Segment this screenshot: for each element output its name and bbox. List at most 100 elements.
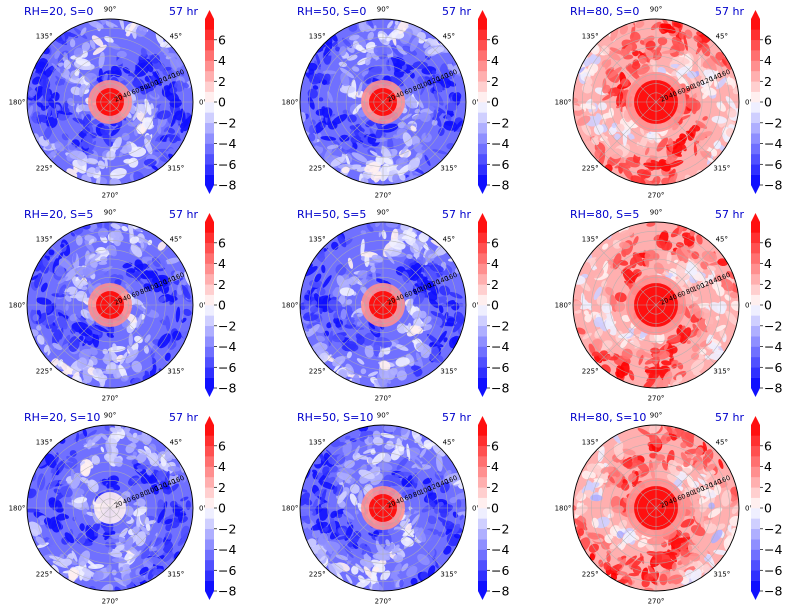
grid-spoke — [597, 304, 657, 364]
colorbar-tick-label: −4 — [491, 136, 509, 151]
field-cell — [621, 348, 633, 360]
field-cell — [712, 279, 722, 290]
field-cell — [596, 295, 608, 307]
colorbar-bin — [478, 174, 487, 186]
panel-title: RH=20, S=0 — [24, 5, 93, 18]
field-cell — [676, 374, 683, 383]
colorbar-bin — [205, 539, 214, 550]
panel-time: 57 hr — [442, 208, 471, 221]
colorbar-bin — [751, 549, 760, 561]
field-cell — [311, 342, 328, 353]
grid-spoke — [324, 101, 384, 161]
field-cell — [407, 475, 413, 483]
colorbar-extend-max — [478, 416, 487, 425]
field-cell — [129, 550, 142, 564]
field-cell — [35, 312, 48, 325]
colorbar-bin — [751, 487, 760, 498]
field-cell — [149, 53, 160, 64]
field-cell — [67, 97, 75, 106]
angle-label: 315° — [167, 570, 184, 578]
colorbar-bin — [205, 528, 214, 540]
colorbar-bin — [478, 50, 487, 61]
colorbar-tick-label: −8 — [491, 381, 509, 396]
field-cell — [182, 308, 192, 316]
field-cell — [415, 352, 424, 368]
field-cell — [696, 329, 702, 338]
field-cell — [631, 61, 641, 70]
field-cell — [308, 73, 321, 85]
colorbar-bin — [205, 19, 214, 30]
field-cell — [86, 429, 97, 438]
colorbar-bin — [478, 242, 487, 254]
field-cell — [346, 317, 355, 326]
field-cell — [51, 324, 59, 333]
field-cell — [413, 318, 422, 327]
radius-label: 80 — [412, 83, 423, 94]
radius-label: 80 — [139, 83, 150, 94]
colorbar-bin — [205, 81, 214, 92]
field-cell — [91, 455, 101, 465]
angle-label: 225° — [582, 164, 599, 172]
field-cell — [114, 69, 121, 77]
field-cell — [70, 468, 75, 481]
field-cell — [89, 39, 96, 49]
field-cell — [428, 74, 436, 87]
field-cell — [407, 322, 412, 334]
field-cell — [626, 23, 635, 28]
field-cell — [345, 155, 351, 167]
field-cell — [686, 340, 691, 344]
field-cell — [412, 310, 422, 320]
field-cell — [79, 523, 85, 532]
angle-label: 180° — [282, 99, 299, 107]
field-cell — [342, 140, 353, 150]
field-cell — [167, 465, 181, 472]
field-cell — [182, 82, 189, 89]
field-cell — [88, 564, 105, 569]
angle-label: 270° — [648, 598, 665, 606]
colorbar-bin — [478, 508, 487, 519]
field-cell — [431, 119, 438, 126]
field-cell — [396, 370, 407, 381]
colorbar-bin — [205, 570, 214, 581]
field-cell — [356, 335, 365, 346]
field-cell — [424, 154, 431, 167]
grid-spoke — [324, 304, 384, 364]
field-cell — [134, 275, 141, 282]
colorbar-bin — [205, 50, 214, 61]
field-cell — [608, 125, 618, 136]
panel-title: RH=50, S=10 — [297, 411, 373, 424]
field-cell — [668, 345, 678, 354]
field-cell — [318, 97, 324, 102]
field-cell — [144, 84, 157, 94]
field-cell — [133, 501, 140, 506]
field-cell — [605, 59, 611, 70]
grid-spoke — [51, 304, 111, 364]
field-cell — [185, 500, 191, 510]
colorbar-bin — [205, 559, 214, 571]
field-cell — [47, 106, 51, 118]
radius-label: 40 — [395, 90, 406, 101]
colorbar-tick-label: −4 — [764, 339, 782, 354]
field-cell — [366, 121, 373, 128]
field-cell — [657, 36, 668, 46]
colorbar-tick-label: −6 — [218, 563, 236, 578]
colorbar-bin — [205, 112, 214, 124]
field-cell — [639, 127, 645, 136]
field-cell — [443, 337, 448, 343]
field-cell — [437, 330, 447, 345]
field-cell — [431, 70, 437, 75]
panel-time: 57 hr — [442, 5, 471, 18]
field-cell — [648, 343, 654, 349]
field-cell — [612, 253, 622, 270]
field-cell — [57, 276, 69, 285]
colorbar-bin — [751, 377, 760, 389]
field-cell — [438, 127, 445, 136]
field-cell — [347, 257, 354, 269]
field-cell — [135, 228, 142, 232]
field-cell — [408, 77, 420, 88]
field-cell — [661, 49, 677, 54]
field-cell — [350, 534, 360, 545]
angle-label: 135° — [582, 236, 599, 244]
